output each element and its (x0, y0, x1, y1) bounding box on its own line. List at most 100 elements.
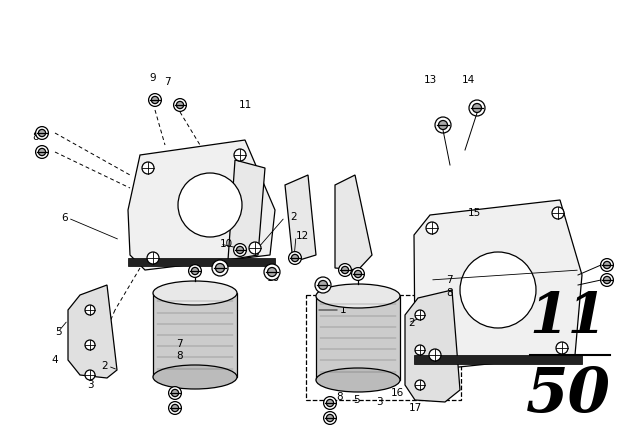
Circle shape (324, 412, 337, 424)
Circle shape (435, 117, 451, 133)
Text: 4: 4 (51, 355, 58, 365)
Ellipse shape (153, 281, 237, 305)
Text: 5: 5 (56, 327, 62, 337)
Circle shape (324, 396, 337, 409)
Circle shape (600, 274, 613, 286)
Text: 1: 1 (163, 290, 170, 300)
Circle shape (326, 400, 333, 407)
Circle shape (249, 242, 261, 254)
Circle shape (152, 96, 159, 103)
Text: 8: 8 (446, 288, 452, 298)
Text: 10: 10 (267, 273, 280, 283)
Circle shape (148, 94, 161, 106)
Circle shape (460, 252, 536, 328)
Circle shape (264, 264, 280, 280)
Text: 16: 16 (390, 388, 404, 398)
Circle shape (168, 387, 181, 400)
Circle shape (315, 277, 331, 293)
Text: 1: 1 (340, 305, 347, 315)
Text: 2: 2 (408, 318, 415, 328)
Circle shape (147, 252, 159, 264)
Text: 8: 8 (32, 132, 38, 142)
Text: 13: 13 (424, 75, 436, 85)
Bar (153, 293, 237, 377)
Circle shape (212, 260, 228, 276)
Circle shape (604, 261, 611, 269)
Text: 7: 7 (164, 77, 170, 87)
Circle shape (36, 127, 49, 139)
Text: 5: 5 (353, 395, 360, 405)
Polygon shape (414, 200, 582, 370)
Circle shape (600, 258, 613, 271)
Circle shape (234, 149, 246, 161)
Circle shape (38, 129, 45, 137)
Bar (306, 295, 461, 400)
Text: 17: 17 (408, 403, 422, 413)
Circle shape (189, 265, 202, 277)
Circle shape (319, 280, 328, 289)
Text: 3: 3 (376, 397, 382, 407)
Circle shape (326, 414, 333, 422)
Polygon shape (405, 290, 460, 402)
Text: 8: 8 (176, 351, 182, 361)
Circle shape (469, 100, 485, 116)
Circle shape (556, 342, 568, 354)
Circle shape (85, 370, 95, 380)
Circle shape (438, 121, 447, 129)
Circle shape (289, 252, 301, 264)
Text: 3: 3 (86, 380, 93, 390)
Bar (128, 258, 275, 266)
Circle shape (172, 389, 179, 396)
Ellipse shape (316, 368, 400, 392)
Circle shape (234, 244, 246, 256)
Text: 10: 10 (220, 239, 233, 249)
Circle shape (415, 310, 425, 320)
Circle shape (291, 254, 299, 262)
Text: 6: 6 (61, 213, 68, 223)
Text: 50: 50 (525, 365, 611, 425)
Circle shape (85, 340, 95, 350)
Circle shape (472, 103, 481, 112)
Text: 9: 9 (150, 73, 156, 83)
Circle shape (36, 146, 49, 159)
Circle shape (173, 99, 186, 112)
Circle shape (38, 148, 45, 155)
Text: 12: 12 (296, 231, 309, 241)
Circle shape (268, 267, 276, 276)
Circle shape (415, 345, 425, 355)
Bar (316, 296, 400, 380)
Circle shape (168, 401, 181, 414)
Text: 7: 7 (176, 339, 182, 349)
Text: 8: 8 (336, 392, 342, 402)
Polygon shape (335, 175, 372, 270)
Circle shape (216, 263, 225, 272)
Circle shape (552, 207, 564, 219)
Circle shape (85, 305, 95, 315)
Polygon shape (128, 140, 275, 270)
Text: 15: 15 (468, 208, 481, 218)
Polygon shape (68, 285, 117, 378)
Circle shape (236, 246, 244, 254)
Circle shape (355, 271, 362, 278)
Polygon shape (285, 175, 316, 262)
Circle shape (604, 276, 611, 284)
Text: 14: 14 (461, 75, 475, 85)
Polygon shape (228, 160, 265, 260)
Circle shape (339, 263, 351, 276)
Circle shape (191, 267, 198, 275)
Circle shape (172, 405, 179, 412)
Circle shape (341, 267, 349, 274)
Circle shape (178, 173, 242, 237)
Circle shape (177, 101, 184, 108)
Text: 2: 2 (101, 361, 108, 371)
Ellipse shape (153, 365, 237, 389)
Circle shape (415, 380, 425, 390)
Text: 7: 7 (446, 275, 452, 285)
Circle shape (142, 162, 154, 174)
Ellipse shape (316, 284, 400, 308)
Text: 2: 2 (290, 212, 296, 222)
Circle shape (351, 267, 364, 280)
Text: 7: 7 (336, 380, 342, 390)
Text: 11: 11 (529, 290, 607, 345)
Text: 11: 11 (238, 100, 252, 110)
